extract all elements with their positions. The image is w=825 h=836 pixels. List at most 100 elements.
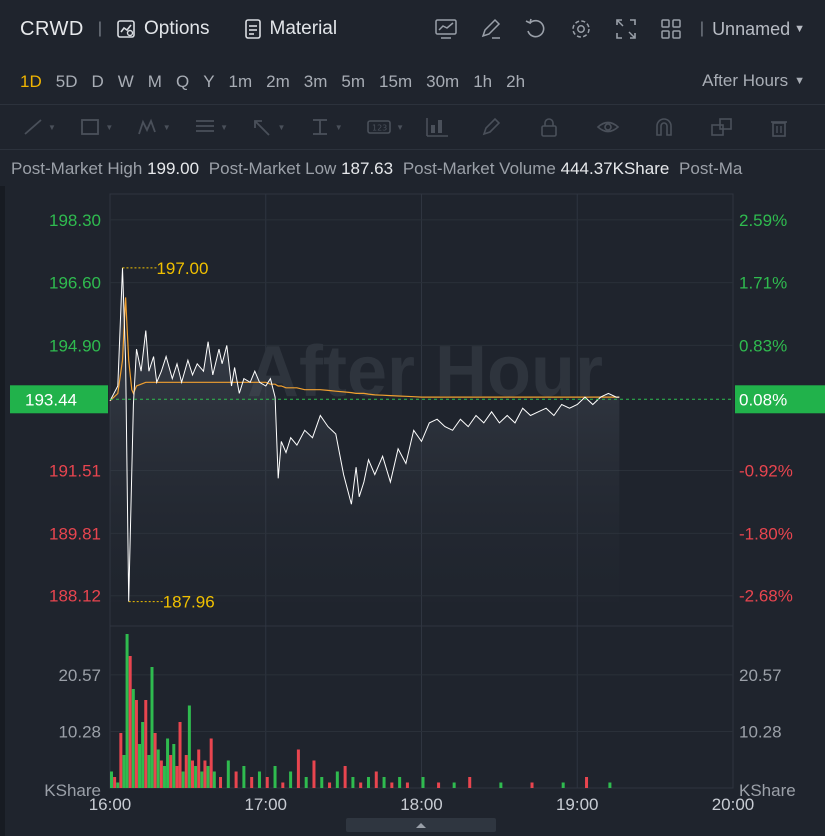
low-value: 187.63 <box>341 159 394 178</box>
high-value: 199.00 <box>147 159 200 178</box>
period-2m[interactable]: 2m <box>266 72 290 91</box>
volume-bar <box>320 777 324 788</box>
volume-bar <box>390 782 394 788</box>
volume-bar <box>200 771 204 788</box>
options-chart-icon <box>117 20 135 38</box>
percent-tick-label: -2.68% <box>739 587 793 606</box>
volume-bar <box>187 705 191 788</box>
percent-tick-label: 2.59% <box>739 211 787 230</box>
period-5d[interactable]: 5D <box>55 72 78 91</box>
indicator-icon[interactable] <box>424 14 469 44</box>
position-tool-icon[interactable] <box>424 112 481 142</box>
period-1d[interactable]: 1D <box>20 72 42 91</box>
period-w[interactable]: W <box>117 72 134 91</box>
volume-bar <box>289 771 293 788</box>
price-tick-label: 198.30 <box>49 211 101 230</box>
volume-bar <box>304 777 308 788</box>
caret-down-icon: ▼ <box>277 122 286 132</box>
percent-tick-label: -0.92% <box>739 462 793 481</box>
current-pct-tag <box>735 385 825 414</box>
volume-bar <box>181 771 185 788</box>
caret-down-icon: ▼ <box>794 75 805 87</box>
layout-grid-icon[interactable] <box>649 14 694 44</box>
time-axis: 16:00 17:00 18:00 19:00 20:00 <box>89 795 755 814</box>
settings-icon[interactable] <box>559 14 604 44</box>
volume-axis: 20.57 20.57 10.28 10.28 KShare KShare <box>44 666 795 800</box>
period-5m[interactable]: 5m <box>341 72 366 91</box>
chart-scroll-handle[interactable] <box>346 818 496 832</box>
period-15m[interactable]: 15m <box>379 72 413 91</box>
pencil-icon[interactable] <box>481 112 538 142</box>
price-label-tool-icon[interactable]: 123 ▼ <box>366 112 423 142</box>
options-button[interactable]: Options <box>116 18 210 40</box>
volume-bar <box>162 766 166 788</box>
percent-tick-label: 0.83% <box>739 336 787 355</box>
top-toolbar: CRWD | Options Material | Unnamed ▼ <box>0 0 825 58</box>
material-button[interactable]: Material <box>244 18 338 40</box>
current-price-tag <box>10 385 108 414</box>
material-label: Material <box>269 18 338 39</box>
period-y[interactable]: Y <box>203 72 215 91</box>
period-3m[interactable]: 3m <box>303 72 328 91</box>
percent-tick-label: 1.71% <box>739 274 787 293</box>
caret-down-icon: ▼ <box>105 122 114 132</box>
fib-tool-icon[interactable]: ▼ <box>194 112 251 142</box>
volume-bar <box>421 777 425 788</box>
eye-icon[interactable] <box>596 112 653 142</box>
magnet-icon[interactable] <box>653 112 710 142</box>
volume-bar <box>608 782 612 788</box>
time-tick-label: 20:00 <box>712 795 755 814</box>
trash-icon[interactable] <box>768 112 825 142</box>
volume-bar <box>382 777 386 788</box>
draw-icon[interactable] <box>469 14 514 44</box>
volume-tick-label: 20.57 <box>739 666 782 685</box>
volume-unit-label: KShare <box>44 781 101 800</box>
high-low-markers: 197.00 187.96 <box>122 259 215 612</box>
volume-bar <box>159 760 163 788</box>
volume-bar <box>585 777 589 788</box>
volume-bar <box>398 777 402 788</box>
volume-bar <box>250 777 254 788</box>
volume-bar <box>281 782 285 788</box>
caret-down-icon: ▼ <box>396 122 405 132</box>
period-1h[interactable]: 1h <box>473 72 493 91</box>
period-2h[interactable]: 2h <box>506 72 526 91</box>
session-select[interactable]: After Hours ▼ <box>702 71 805 91</box>
high-marker-label: 197.00 <box>156 259 208 278</box>
lock-icon[interactable] <box>538 112 595 142</box>
more-stat-label: Post-Ma <box>679 159 743 178</box>
period-q[interactable]: Q <box>175 72 190 91</box>
time-tick-label: 16:00 <box>89 795 132 814</box>
period-m[interactable]: M <box>147 72 162 91</box>
time-tick-label: 18:00 <box>400 795 443 814</box>
period-d[interactable]: D <box>91 72 104 91</box>
period-30m[interactable]: 30m <box>426 72 460 91</box>
volume-tick-label: 10.28 <box>58 722 101 741</box>
layout-select[interactable]: Unnamed ▼ <box>712 19 805 40</box>
pattern-tool-icon[interactable]: ▼ <box>137 112 194 142</box>
volume-bar <box>178 722 182 788</box>
volume-bar <box>212 771 216 788</box>
percent-axis-right: 2.59% 1.71% 0.83% -0.92% -1.80% -2.68% <box>739 211 793 606</box>
fullscreen-icon[interactable] <box>604 14 649 44</box>
toolbar-icon-group: | Unnamed ▼ <box>424 14 805 44</box>
volume-bar <box>138 744 142 788</box>
low-marker-label: 187.96 <box>163 593 215 612</box>
volume-bar <box>131 689 135 788</box>
rectangle-tool-icon[interactable]: ▼ <box>79 112 136 142</box>
volume-bar <box>335 771 339 788</box>
arrow-tool-icon[interactable]: ▼ <box>251 112 308 142</box>
price-chart[interactable]: After Hour 197.00 187.96 198.30 196.60 194.… <box>0 186 825 818</box>
period-1m[interactable]: 1m <box>228 72 253 91</box>
copy-icon[interactable] <box>710 112 767 142</box>
volume-bar <box>197 749 201 788</box>
measure-tool-icon[interactable]: ▼ <box>309 112 366 142</box>
refresh-icon[interactable] <box>514 14 559 44</box>
toolbar-separator: | <box>97 20 103 37</box>
volume-bar <box>153 733 157 788</box>
ticker-symbol[interactable]: CRWD <box>20 17 84 40</box>
volume-bar <box>359 782 363 788</box>
volume-bar <box>190 760 194 788</box>
volume-bar <box>184 755 188 788</box>
line-tool-icon[interactable]: ▼ <box>22 112 79 142</box>
